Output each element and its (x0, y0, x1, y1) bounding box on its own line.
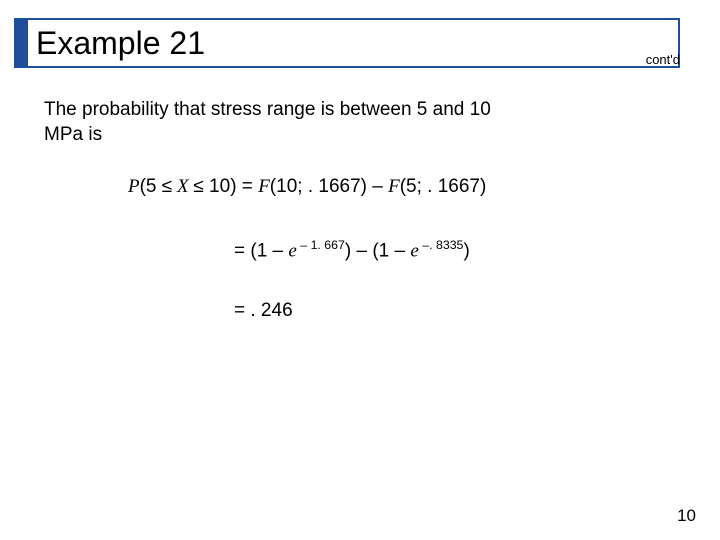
eq2-suffix: ) (463, 240, 469, 261)
eq1-mid: 10) = (204, 176, 258, 197)
eq1-P: P (128, 176, 140, 197)
equation-2: = (1 – e – 1. 667) – (1 – e –. 8335) (234, 238, 470, 262)
intro-text: The probability that stress range is bet… (44, 98, 491, 147)
eq2-exp2: –. 8335 (419, 238, 464, 252)
eq1-F2: F (388, 176, 400, 197)
equation-1: P(5 ≤ X ≤ 10) = F(10; . 1667) – F(5; . 1… (128, 176, 486, 198)
title-accent (16, 20, 28, 66)
intro-line2: MPa is (44, 124, 102, 145)
eq2-e2: e (410, 240, 418, 261)
slide-title: Example 21 (28, 25, 205, 62)
eq3-text: = . 246 (234, 300, 293, 321)
eq1-open: (5 (140, 176, 162, 197)
eq1-args1: (10; . 1667) – (270, 176, 388, 197)
eq1-le2: ≤ (193, 176, 203, 197)
intro-line1: The probability that stress range is bet… (44, 99, 491, 120)
eq1-args2: (5; . 1667) (400, 176, 487, 197)
eq2-e1: e (288, 240, 296, 261)
eq1-F1: F (258, 176, 270, 197)
eq2-mid: ) – (1 – (345, 240, 410, 261)
title-box: Example 21 (14, 18, 680, 68)
eq1-X: X (172, 176, 193, 197)
equation-3: = . 246 (234, 300, 293, 322)
contd-label: cont'd (646, 52, 680, 67)
page-number: 10 (677, 506, 696, 526)
eq1-le1: ≤ (162, 176, 172, 197)
eq2-exp1: – 1. 667 (297, 238, 345, 252)
eq2-prefix: = (1 – (234, 240, 288, 261)
